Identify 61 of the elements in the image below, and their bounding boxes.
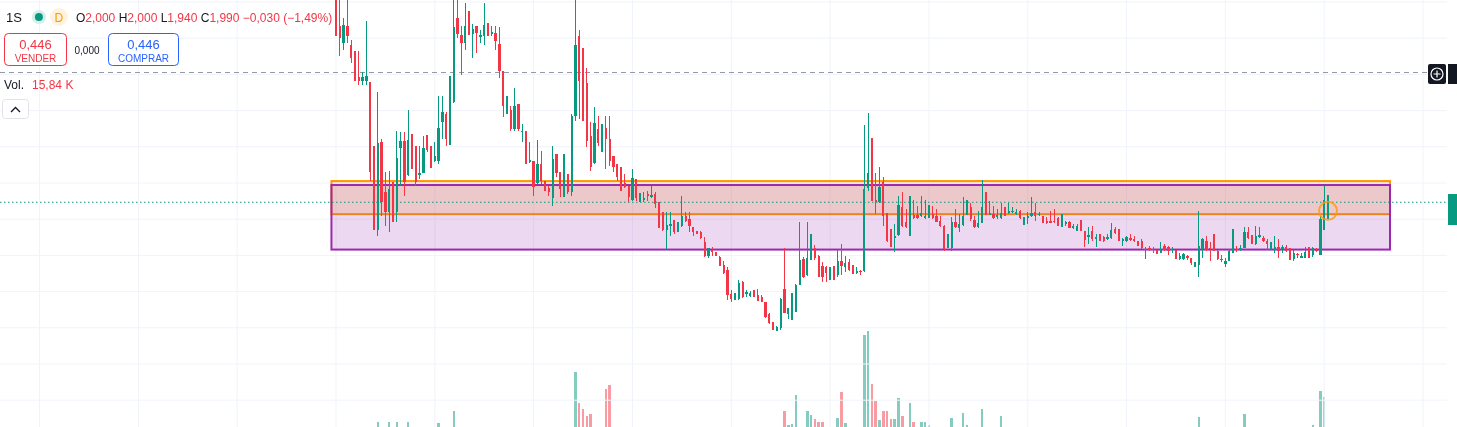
bar — [840, 391, 843, 427]
text: VENDER — [14, 53, 57, 64]
candlestick — [1186, 254, 1189, 260]
candlestick — [1098, 234, 1102, 242]
candlestick — [676, 222, 680, 233]
candlestick — [1022, 217, 1026, 226]
bar — [589, 414, 592, 427]
candlestick — [486, 23, 490, 37]
bar — [1243, 414, 1246, 427]
candlestick — [1243, 227, 1246, 248]
candlestick — [984, 191, 988, 216]
candlestick — [1155, 249, 1159, 254]
bar — [878, 419, 881, 427]
bar — [844, 422, 847, 427]
text: Vol. — [4, 78, 25, 92]
candlestick — [889, 229, 893, 247]
bar — [950, 417, 953, 427]
bar — [863, 335, 866, 427]
bar — [897, 398, 900, 427]
candlestick — [1193, 262, 1197, 268]
candlestick — [1231, 229, 1235, 253]
candlestick — [562, 153, 566, 198]
bar — [920, 422, 923, 427]
text: 0,446 — [19, 37, 52, 52]
candlestick — [467, 10, 471, 36]
bar — [882, 410, 885, 427]
text: 0,000 — [74, 45, 100, 56]
text: 0,446 — [127, 37, 160, 52]
candlestick — [946, 234, 950, 248]
candlestick — [1212, 234, 1216, 251]
bar — [574, 371, 577, 427]
bar — [1319, 391, 1322, 427]
bar — [783, 410, 786, 427]
text: 1S — [6, 10, 23, 25]
candlestick — [505, 95, 509, 114]
bar — [787, 424, 790, 427]
text: 15,84 K — [32, 78, 74, 92]
candlestick — [1003, 207, 1007, 217]
text: D — [54, 11, 64, 25]
candlestick — [927, 205, 931, 219]
candlestick — [809, 234, 813, 260]
bar — [817, 422, 820, 427]
candlestick — [619, 166, 623, 191]
bar — [821, 422, 824, 427]
candlestick — [1250, 235, 1254, 244]
bar — [806, 410, 809, 427]
bar — [912, 422, 915, 427]
candlestick — [733, 292, 737, 300]
bar — [608, 384, 611, 427]
candlestick — [1148, 245, 1151, 251]
candlestick — [1269, 242, 1273, 250]
text: O2,000 H2,000 L1,940 C1,990 −0,030 (−1,49%) — [75, 11, 333, 25]
bar — [836, 417, 839, 427]
candlestick — [851, 265, 855, 274]
candlestick — [581, 48, 585, 121]
bar — [437, 422, 440, 427]
text: COMPRAR — [117, 53, 170, 64]
candlestick — [1060, 214, 1064, 228]
bar — [901, 415, 904, 427]
candlestick — [752, 289, 756, 297]
candlestick — [1136, 241, 1140, 246]
